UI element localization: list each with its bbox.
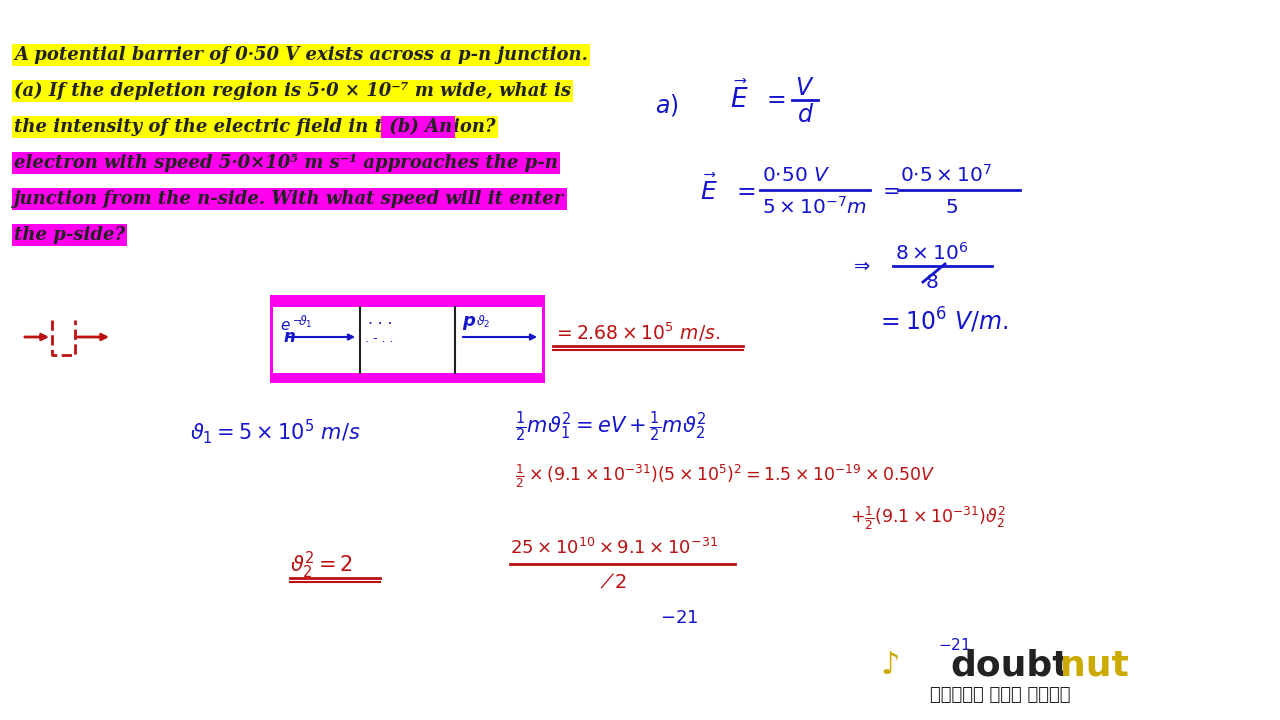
- Text: $\frac{1}{2}m\vartheta_1^2 = eV + \frac{1}{2}m\vartheta_2^2$: $\frac{1}{2}m\vartheta_1^2 = eV + \frac{…: [515, 410, 707, 444]
- Text: $0{\cdot}5\times10^7$: $0{\cdot}5\times10^7$: [900, 164, 992, 186]
- Text: $+ \frac{1}{2}(9.1\times10^{-31})\vartheta_2^2$: $+ \frac{1}{2}(9.1\times10^{-31})\varthe…: [850, 504, 1006, 532]
- Bar: [270, 373, 545, 383]
- Text: $V$: $V$: [795, 76, 814, 100]
- Text: $\vartheta_2^2 = 2$: $\vartheta_2^2 = 2$: [291, 549, 353, 580]
- Text: the p-side?: the p-side?: [14, 226, 125, 244]
- Text: $=$: $=$: [878, 180, 900, 200]
- Text: $= 10^6\ V/m.$: $= 10^6\ V/m.$: [876, 305, 1009, 335]
- Text: p: p: [462, 312, 475, 330]
- Text: . - . .: . - . .: [365, 332, 393, 345]
- Text: $\not{2}$: $\not{2}$: [600, 573, 627, 593]
- Text: $\vartheta_2$: $\vartheta_2$: [476, 314, 490, 330]
- Text: $5\times10^{-7}m$: $5\times10^{-7}m$: [762, 196, 867, 218]
- Bar: [273, 307, 541, 375]
- Text: n: n: [283, 328, 294, 346]
- Text: $5$: $5$: [945, 197, 957, 217]
- Text: $\Rightarrow$: $\Rightarrow$: [850, 256, 872, 274]
- Text: $\vartheta_1 = 5\times10^5\ m/s$: $\vartheta_1 = 5\times10^5\ m/s$: [189, 418, 361, 446]
- Text: $-21$: $-21$: [938, 637, 970, 653]
- Text: $8\times10^6$: $8\times10^6$: [895, 242, 969, 264]
- Bar: [270, 295, 545, 383]
- Text: $-21$: $-21$: [660, 609, 699, 627]
- Text: $25\times10^{10}\times9.1\times10^{-31}$: $25\times10^{10}\times9.1\times10^{-31}$: [509, 538, 718, 558]
- Text: (a) If the depletion region is 5·0 × 10⁻⁷ m wide, what is: (a) If the depletion region is 5·0 × 10⁻…: [14, 82, 571, 100]
- Text: ♪: ♪: [881, 650, 900, 680]
- Text: (b) An: (b) An: [383, 118, 452, 136]
- Text: doubt: doubt: [950, 648, 1070, 682]
- Text: junction from the n-side. With what speed will it enter: junction from the n-side. With what spee…: [14, 190, 564, 208]
- Text: $\vec{E}$: $\vec{E}$: [700, 175, 718, 205]
- Text: electron with speed 5·0×10⁵ m s⁻¹ approaches the p-n: electron with speed 5·0×10⁵ m s⁻¹ approa…: [14, 154, 558, 172]
- Text: A potential barrier of 0·50 V exists across a p-n junction.: A potential barrier of 0·50 V exists acr…: [14, 46, 588, 64]
- Text: $\vartheta_1$: $\vartheta_1$: [298, 314, 312, 330]
- Text: the intensity of the electric field in this region?: the intensity of the electric field in t…: [14, 118, 495, 136]
- Text: $e^-$: $e^-$: [280, 318, 302, 333]
- Text: $=$: $=$: [732, 178, 756, 202]
- Text: . . .: . . .: [369, 312, 393, 327]
- Text: $= 2.68\times10^5\ m/s.$: $= 2.68\times10^5\ m/s.$: [553, 320, 721, 343]
- Text: $\frac{1}{2}\times(9.1\times10^{-31})(5\times10^5)^2 = 1.5\times10^{-19}\times 0: $\frac{1}{2}\times(9.1\times10^{-31})(5\…: [515, 462, 936, 490]
- Text: $a)$: $a)$: [655, 92, 678, 118]
- Text: $0{\cdot}50\ V$: $0{\cdot}50\ V$: [762, 166, 831, 184]
- Text: $d$: $d$: [797, 103, 814, 127]
- Text: nut: nut: [1060, 648, 1129, 682]
- Text: $8$: $8$: [925, 272, 938, 292]
- Text: $\vec{E}$: $\vec{E}$: [730, 82, 749, 114]
- Text: पढ़ना हुआ आसान: पढ़ना हुआ आसान: [931, 686, 1070, 704]
- Text: $=$: $=$: [762, 86, 786, 110]
